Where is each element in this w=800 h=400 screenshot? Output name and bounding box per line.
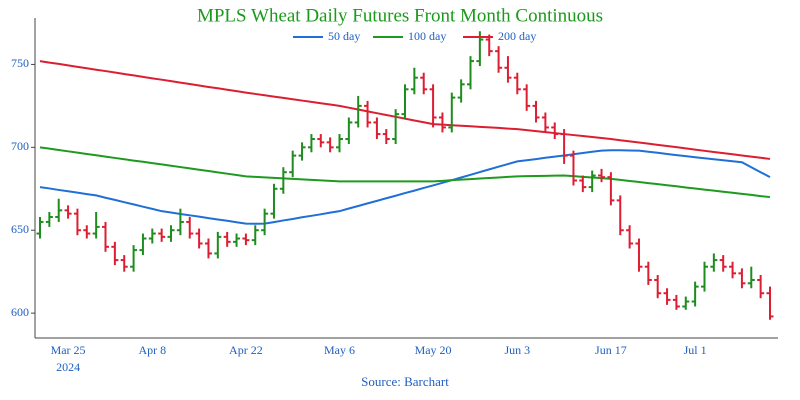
- y-tick-label: 700: [11, 139, 29, 153]
- y-tick-label: 750: [11, 56, 29, 70]
- legend-label: 100 day: [408, 29, 446, 43]
- y-tick-label: 600: [11, 305, 29, 319]
- x-tick-label: Apr 22: [229, 343, 263, 357]
- chart-title: MPLS Wheat Daily Futures Front Month Con…: [197, 5, 603, 26]
- x-tick-label: Mar 25: [51, 343, 86, 357]
- moving-average-line: [39, 149, 771, 225]
- legend-label: 50 day: [328, 29, 360, 43]
- x-tick-label: May 6: [324, 343, 355, 357]
- x-tick-label: May 20: [415, 343, 452, 357]
- x-tick-label: Jun 17: [595, 343, 627, 357]
- source-note: Source: Barchart: [361, 374, 449, 389]
- x-tick-label: Apr 8: [138, 343, 166, 357]
- moving-average-line: [39, 146, 771, 199]
- x-tick-label: Jul 1: [684, 343, 707, 357]
- legend-label: 200 day: [498, 29, 536, 43]
- x-year-label: 2024: [56, 360, 80, 374]
- x-tick-label: Jun 3: [504, 343, 530, 357]
- y-tick-label: 650: [11, 222, 29, 236]
